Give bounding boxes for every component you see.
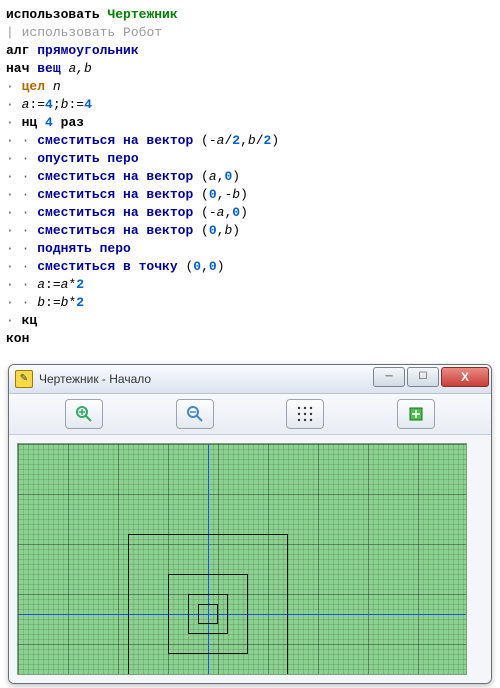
kw-tsel: цел <box>22 79 45 94</box>
fit-button[interactable] <box>397 399 435 429</box>
cmd-shift-1: сместиться на вектор <box>37 133 193 148</box>
cmd-shift-2: сместиться на вектор <box>37 169 193 184</box>
num-0f: 0 <box>209 259 217 274</box>
minimize-button[interactable]: ─ <box>373 367 405 387</box>
kw-use: использовать <box>6 7 100 22</box>
grid-button[interactable] <box>286 399 324 429</box>
maximize-button[interactable]: ☐ <box>407 367 439 387</box>
num-2b: 2 <box>76 295 84 310</box>
titlebar[interactable]: ✎ Чертежник - Начало ─ ☐ X <box>9 365 491 394</box>
num-0c: 0 <box>232 205 240 220</box>
kw-kon: кон <box>6 331 29 346</box>
zoom-in-button[interactable] <box>65 399 103 429</box>
grid-icon <box>297 406 313 422</box>
canvas-area <box>9 435 491 683</box>
kw-nach: нач <box>6 61 29 76</box>
cmd-shift-5: сместиться на вектор <box>37 223 193 238</box>
module-robot: Робот <box>123 25 162 40</box>
cmd-moveto: сместиться в точку <box>37 259 177 274</box>
cmd-pendown: опустить перо <box>37 151 138 166</box>
num-4b: 4 <box>84 97 92 112</box>
var-n: n <box>53 79 61 94</box>
alg-name: прямоугольник <box>37 43 138 58</box>
kw-use-disabled: использовать <box>22 25 116 40</box>
num-4a: 4 <box>45 97 53 112</box>
module-drawer: Чертежник <box>107 7 177 22</box>
drawer-window: ✎ Чертежник - Начало ─ ☐ X <box>8 364 492 684</box>
cmd-shift-4: сместиться на вектор <box>37 205 193 220</box>
num-0a: 0 <box>224 169 232 184</box>
zoom-out-icon <box>186 405 204 423</box>
kw-vesh: вещ <box>37 61 60 76</box>
close-button[interactable]: X <box>441 367 489 387</box>
code-editor: использовать Чертежник | использовать Ро… <box>4 4 496 358</box>
kw-alg: алг <box>6 43 29 58</box>
vars-ab: a,b <box>68 61 91 76</box>
cmd-shift-3: сместиться на вектор <box>37 187 193 202</box>
kw-nts: нц <box>22 115 38 130</box>
drawn-rect <box>128 534 288 675</box>
app-icon: ✎ <box>15 370 33 388</box>
zoom-out-button[interactable] <box>176 399 214 429</box>
loop-count: 4 <box>45 115 53 130</box>
kw-kts: кц <box>22 313 38 328</box>
drawing-canvas[interactable] <box>17 443 467 675</box>
num-0d: 0 <box>209 223 217 238</box>
fit-icon <box>407 405 425 423</box>
toolbar <box>9 394 491 435</box>
num-2a: 2 <box>76 277 84 292</box>
cmd-penup: поднять перо <box>37 241 131 256</box>
num-0e: 0 <box>193 259 201 274</box>
zoom-in-icon <box>75 405 93 423</box>
window-title: Чертежник - Начало <box>39 370 151 388</box>
kw-raz: раз <box>61 115 84 130</box>
num-0b: 0 <box>209 187 217 202</box>
